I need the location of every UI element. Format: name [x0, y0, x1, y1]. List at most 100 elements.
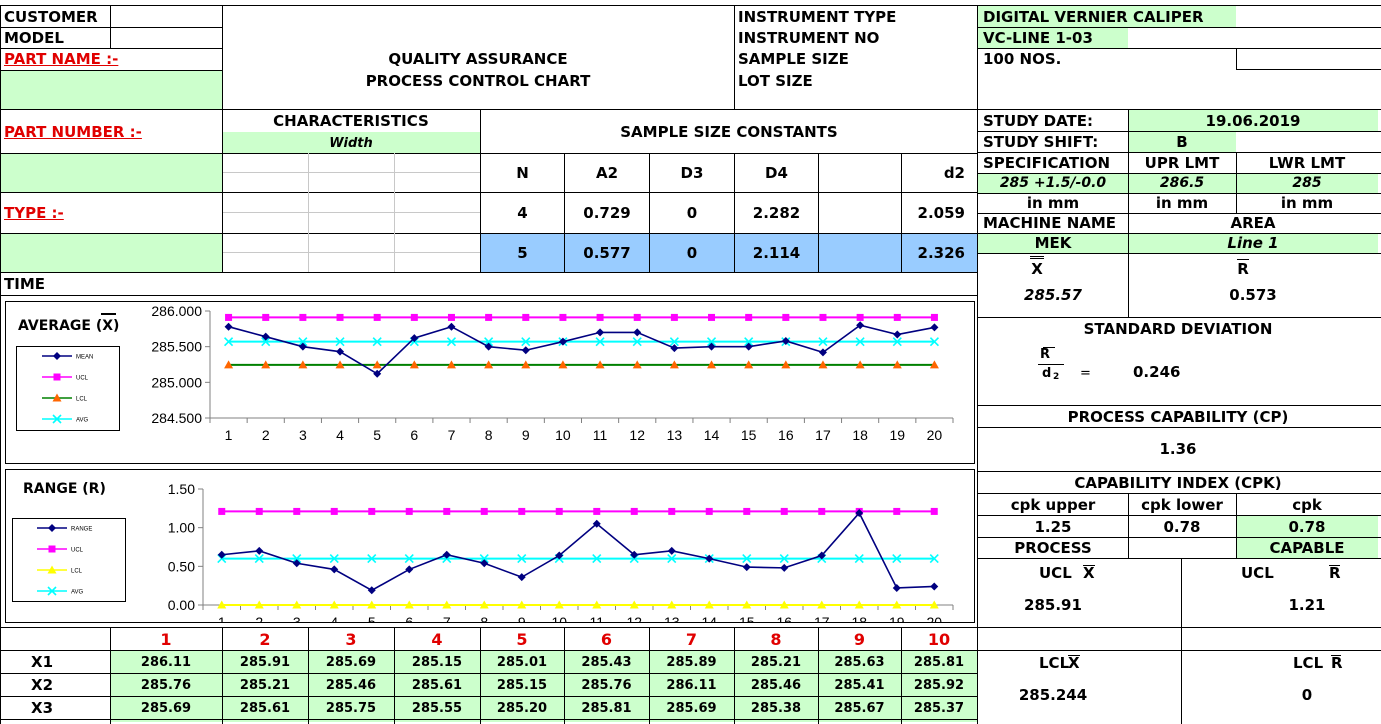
- table-cell[interactable]: 285.75: [325, 700, 377, 716]
- table-cell[interactable]: 285.21: [239, 677, 291, 693]
- average-chart-x-tick-label: 6: [410, 427, 418, 443]
- average-chart-point-ucl: [336, 313, 344, 321]
- table-cell[interactable]: 285.46: [325, 677, 377, 693]
- table-cell[interactable]: 285.43: [581, 654, 632, 670]
- table-cell[interactable]: 285.37: [913, 700, 965, 716]
- range-chart-point-ucl: [818, 507, 826, 515]
- average-chart-x-tick-label: 14: [704, 427, 720, 443]
- table-cell[interactable]: 285.76: [581, 677, 632, 693]
- lwr-lmt-label: LWR LMT: [1268, 153, 1346, 172]
- constants-header-n: N: [516, 164, 529, 182]
- table-cell[interactable]: 285.46: [750, 677, 802, 693]
- spec-values-bg: [978, 174, 1378, 194]
- average-chart-legend-label: LCL: [76, 397, 88, 403]
- constants-label: SAMPLE SIZE CONSTANTS: [620, 122, 838, 141]
- table-cell[interactable]: 285.61: [239, 700, 291, 716]
- instrument-type-value[interactable]: DIGITAL VERNIER CALIPER: [983, 7, 1204, 26]
- range-chart-point-avg: [367, 554, 377, 564]
- range-chart-point-range: [517, 573, 526, 582]
- table-cell[interactable]: 285.15: [411, 654, 463, 670]
- average-chart-point-ucl: [930, 313, 938, 321]
- cpk-col-label: cpk: [1292, 495, 1322, 514]
- average-chart-y-tick-label: 286.000: [151, 303, 202, 319]
- range-chart-point-lcl: [929, 600, 939, 609]
- range-chart-legend: [12, 518, 126, 602]
- table-cell[interactable]: 285.38: [750, 700, 802, 716]
- sample-size-value[interactable]: 100 NOS.: [983, 49, 1062, 68]
- table-cell[interactable]: 285.69: [666, 700, 717, 716]
- range-chart-point-ucl: [480, 507, 488, 515]
- table-cell[interactable]: 285.21: [750, 654, 802, 670]
- upr-lmt-value[interactable]: 286.5: [1159, 175, 1205, 191]
- table-cell[interactable]: 285.92: [913, 677, 965, 693]
- range-chart-point-lcl: [517, 600, 527, 609]
- average-chart-point-lcl: [669, 360, 679, 369]
- std-fraction-line: [1038, 364, 1064, 365]
- average-chart-point-lcl: [224, 360, 234, 369]
- table-cell[interactable]: 285.20: [496, 700, 548, 716]
- table-cell[interactable]: 285.91: [239, 654, 291, 670]
- table-cell[interactable]: 286.11: [140, 654, 192, 670]
- range-chart-point-range: [330, 565, 339, 574]
- table-cell[interactable]: 285.81: [581, 700, 632, 716]
- average-chart-point-lcl: [372, 360, 382, 369]
- table-cell[interactable]: 285.89: [666, 654, 717, 670]
- range-chart-x-tick-label: 5: [368, 614, 376, 623]
- average-chart-point-lcl: [335, 360, 345, 369]
- part-name-value-cell[interactable]: [0, 70, 222, 109]
- table-cell[interactable]: 285.61: [411, 677, 463, 693]
- characteristics-label: CHARACTERISTICS: [273, 112, 429, 130]
- table-cell[interactable]: 285.81: [913, 654, 965, 670]
- lcl-r-label: LCL: [1293, 654, 1324, 672]
- table-column-header: 8: [770, 629, 782, 649]
- average-chart-point-ucl: [373, 313, 381, 321]
- area-value[interactable]: Line 1: [1227, 234, 1279, 252]
- table-cell[interactable]: 285.15: [496, 677, 548, 693]
- table-cell[interactable]: 285.67: [834, 700, 885, 716]
- characteristics-value[interactable]: Width: [329, 135, 373, 151]
- range-chart-x-tick-label: 18: [851, 614, 867, 623]
- range-chart-point-range: [780, 563, 789, 572]
- table-column-header: 10: [927, 629, 951, 649]
- range-chart-point-range: [405, 565, 414, 574]
- range-chart-x-tick-label: 10: [551, 614, 567, 623]
- table-cell[interactable]: 285.01: [496, 654, 548, 670]
- table-cell[interactable]: 285.41: [834, 677, 885, 693]
- range-chart-point-avg: [292, 554, 302, 564]
- ucl-xbar-bar-icon: [1083, 565, 1095, 566]
- lwr-lmt-value[interactable]: 285: [1292, 175, 1322, 191]
- table-cell[interactable]: 285.63: [834, 654, 885, 670]
- instrument-no-value[interactable]: VC-LINE 1-03: [983, 28, 1093, 47]
- average-chart-y-tick-label: 285.500: [151, 339, 202, 355]
- table-column-header: 5: [516, 629, 528, 649]
- spec-unit: in mm: [1026, 194, 1080, 212]
- range-chart-x-tick-label: 15: [739, 614, 755, 623]
- average-chart-point-mean: [670, 344, 679, 353]
- average-chart-point-lcl: [892, 360, 902, 369]
- type-value-cell[interactable]: [0, 234, 222, 272]
- average-chart-point-mean: [373, 369, 382, 378]
- average-chart-legend-marker: [53, 352, 61, 360]
- spec-value[interactable]: 285 +1.5/-0.0: [999, 175, 1107, 191]
- xbar-label: X: [1031, 260, 1043, 278]
- table-cell[interactable]: 285.69: [140, 700, 192, 716]
- range-chart-point-avg: [742, 554, 752, 564]
- study-date-value[interactable]: 19.06.2019: [1205, 111, 1301, 130]
- table-cell[interactable]: 285.69: [325, 654, 377, 670]
- range-chart-point-lcl: [704, 600, 714, 609]
- range-chart-point-avg: [254, 554, 264, 564]
- average-chart-point-avg: [372, 337, 382, 347]
- range-chart-point-avg: [329, 554, 339, 564]
- table-cell[interactable]: 285.55: [411, 700, 463, 716]
- constants-header-d2: d2: [943, 164, 965, 182]
- average-chart-point-avg: [929, 337, 939, 347]
- average-chart-legend-label: AVG: [76, 418, 89, 424]
- table-cell[interactable]: 285.76: [140, 677, 192, 693]
- study-shift-value[interactable]: B: [1176, 132, 1188, 151]
- table-cell[interactable]: 286.11: [666, 677, 717, 693]
- range-chart-legend-marker: [48, 545, 56, 553]
- part-number-value-cell[interactable]: [0, 154, 222, 192]
- range-chart-point-range: [480, 559, 489, 568]
- machine-name-value[interactable]: MEK: [1034, 234, 1072, 252]
